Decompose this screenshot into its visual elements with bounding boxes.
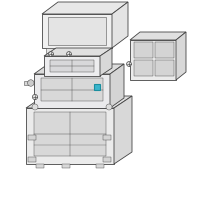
Polygon shape bbox=[48, 17, 106, 45]
Polygon shape bbox=[130, 40, 176, 80]
Polygon shape bbox=[42, 14, 112, 48]
Circle shape bbox=[28, 80, 34, 86]
Polygon shape bbox=[24, 81, 30, 85]
Polygon shape bbox=[130, 32, 186, 40]
Circle shape bbox=[127, 62, 131, 66]
Polygon shape bbox=[100, 48, 112, 76]
Polygon shape bbox=[34, 64, 124, 74]
Circle shape bbox=[32, 104, 38, 110]
Polygon shape bbox=[155, 60, 174, 76]
Circle shape bbox=[106, 104, 112, 110]
Polygon shape bbox=[110, 64, 124, 108]
Polygon shape bbox=[34, 112, 106, 156]
Circle shape bbox=[49, 52, 53, 56]
Circle shape bbox=[32, 94, 38, 100]
Polygon shape bbox=[103, 157, 111, 162]
Polygon shape bbox=[62, 164, 70, 168]
Polygon shape bbox=[112, 2, 128, 48]
Polygon shape bbox=[103, 135, 111, 140]
Polygon shape bbox=[134, 42, 153, 58]
Polygon shape bbox=[44, 48, 112, 56]
Polygon shape bbox=[41, 78, 103, 101]
Polygon shape bbox=[28, 135, 36, 140]
Polygon shape bbox=[26, 108, 114, 164]
Polygon shape bbox=[155, 42, 174, 58]
Polygon shape bbox=[114, 96, 132, 164]
Polygon shape bbox=[34, 74, 110, 108]
Polygon shape bbox=[28, 157, 36, 162]
Polygon shape bbox=[176, 32, 186, 80]
Polygon shape bbox=[26, 96, 132, 108]
Circle shape bbox=[67, 52, 71, 56]
Polygon shape bbox=[46, 48, 54, 53]
Polygon shape bbox=[44, 56, 100, 76]
Polygon shape bbox=[94, 84, 100, 90]
Polygon shape bbox=[100, 48, 108, 53]
Polygon shape bbox=[50, 60, 94, 72]
Polygon shape bbox=[96, 164, 104, 168]
Polygon shape bbox=[36, 164, 44, 168]
Polygon shape bbox=[42, 2, 128, 14]
Polygon shape bbox=[134, 60, 153, 76]
